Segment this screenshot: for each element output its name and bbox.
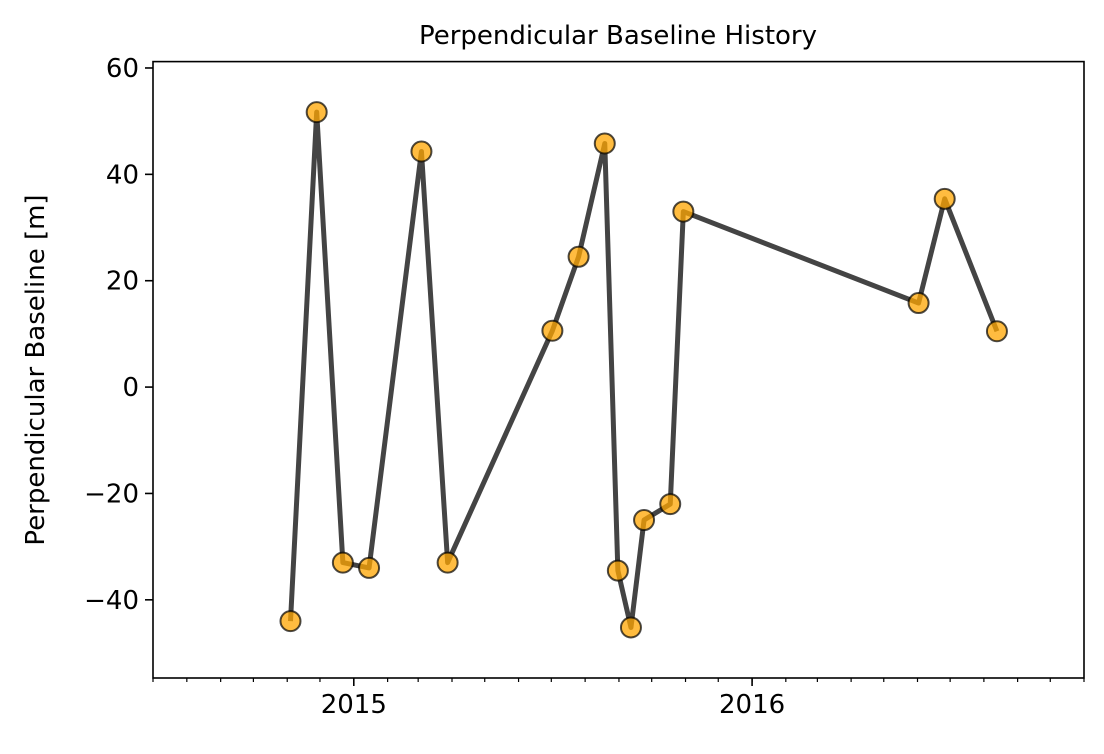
x-tick-label: 2015 [321, 690, 387, 720]
y-tick-label: 40 [106, 160, 139, 190]
data-point [358, 556, 381, 579]
data-point [985, 320, 1008, 343]
data-point [436, 551, 459, 574]
data-point [633, 509, 656, 532]
data-point [933, 187, 956, 210]
data-point [567, 245, 590, 268]
y-tick-label: 0 [122, 373, 139, 403]
plot-area [279, 101, 1008, 639]
y-axis-label: Perpendicular Baseline [m] [21, 194, 51, 545]
data-point [410, 140, 433, 163]
data-point [619, 616, 642, 639]
x-tick-label: 2016 [719, 690, 785, 720]
data-point [593, 132, 616, 155]
series-line [287, 109, 1000, 630]
data-point [305, 101, 328, 124]
y-tick-label: 20 [106, 267, 139, 297]
y-tick-label: −40 [84, 586, 139, 616]
data-point [279, 610, 302, 633]
y-axis: −40 −20 0 20 40 60 [84, 54, 153, 616]
data-point [672, 200, 695, 223]
y-tick-label: 60 [106, 54, 139, 84]
chart-title: Perpendicular Baseline History [419, 21, 817, 51]
y-tick-label: −20 [84, 479, 139, 509]
data-point [331, 551, 354, 574]
data-point [606, 559, 629, 582]
axes-frame [152, 60, 1085, 679]
x-axis: 2015 2016 [152, 678, 1085, 720]
data-point [907, 292, 930, 315]
data-point [541, 319, 564, 342]
data-point [659, 493, 682, 516]
